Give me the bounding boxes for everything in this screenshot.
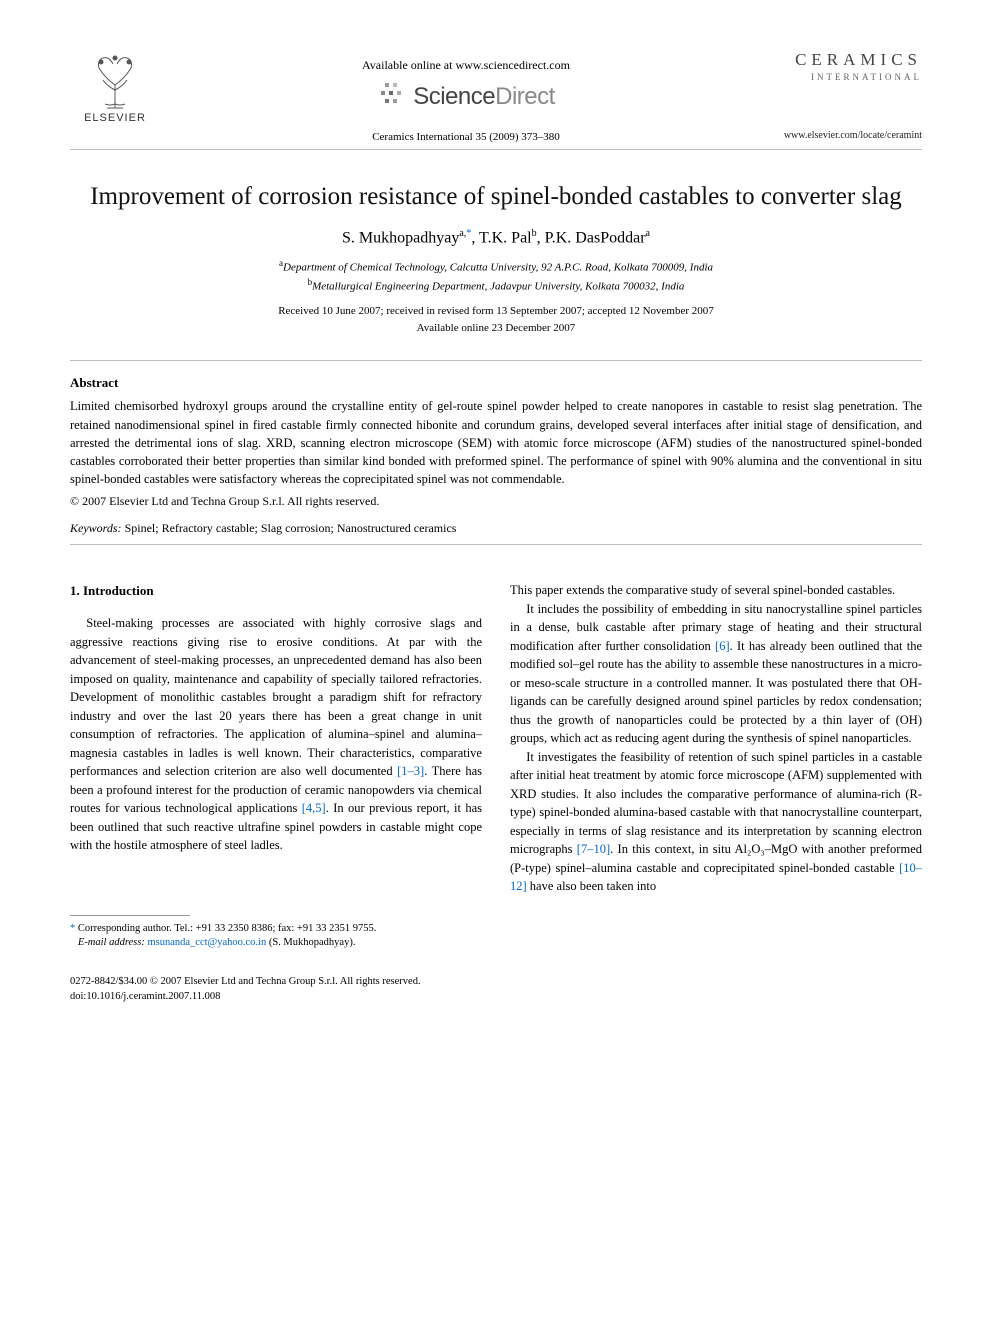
journal-logo-main: CERAMICS [772,50,922,70]
ref-link-1-3[interactable]: [1–3] [397,764,424,778]
email-tail: (S. Mukhopadhyay). [266,937,355,948]
author-2-affil: b [532,228,537,239]
sciencedirect-dots-icon [377,81,407,113]
keywords-line: Keywords: Spinel; Refractory castable; S… [70,521,922,536]
p3c: have also been taken into [527,879,656,893]
p1a: Steel-making processes are associated wi… [70,616,482,778]
footer-block: 0272-8842/$34.00 © 2007 Elsevier Ltd and… [70,975,922,1004]
affiliations: aDepartment of Chemical Technology, Calc… [70,257,922,295]
keywords-label: Keywords: [70,521,122,535]
email-label: E-mail address: [78,937,145,948]
dates-received: Received 10 June 2007; received in revis… [70,303,922,320]
corr-author-line: Corresponding author. Tel.: +91 33 2350 … [75,923,376,934]
header-rule [70,149,922,150]
article-dates: Received 10 June 2007; received in revis… [70,303,922,336]
abstract-copyright: © 2007 Elsevier Ltd and Techna Group S.r… [70,494,922,509]
affiliation-a: Department of Chemical Technology, Calcu… [283,262,713,274]
doi-line: doi:10.1016/j.ceramint.2007.11.008 [70,990,922,1005]
author-3-affil: a [646,228,650,239]
p2b: . It has already been outlined that the … [510,639,922,746]
journal-logo-sub: INTERNATIONAL [772,72,922,82]
section-1-heading: 1. Introduction [70,581,482,600]
ref-link-6[interactable]: [6] [715,639,730,653]
left-column: 1. Introduction Steel-making processes a… [70,581,482,951]
abstract-bottom-rule [70,544,922,545]
elsevier-tree-icon [85,50,145,110]
abstract-heading: Abstract [70,375,922,391]
journal-logo-block: CERAMICS INTERNATIONAL www.elsevier.com/… [772,50,922,141]
footnote-rule [70,915,190,916]
available-online-text: Available online at www.sciencedirect.co… [160,58,772,73]
publisher-name: ELSEVIER [84,112,146,124]
affiliation-b: Metallurgical Engineering Department, Ja… [312,281,684,293]
dates-online: Available online 23 December 2007 [70,320,922,337]
intro-paragraph-1: Steel-making processes are associated wi… [70,614,482,855]
article-title: Improvement of corrosion resistance of s… [70,180,922,214]
p3a: It investigates the feasibility of reten… [510,750,922,857]
locate-url: www.elsevier.com/locate/ceramint [772,130,922,141]
right-p1: This paper extends the comparative study… [510,581,922,600]
title-block: Improvement of corrosion resistance of s… [70,180,922,336]
ref-link-4-5[interactable]: [4,5] [302,801,326,815]
header-row: ELSEVIER Available online at www.science… [70,50,922,143]
sciencedirect-text: ScienceDirect [413,83,555,111]
authors-line: S. Mukhopadhyaya,*, T.K. Palb, P.K. DasP… [70,228,922,247]
center-header: Available online at www.sciencedirect.co… [160,50,772,143]
publisher-logo-block: ELSEVIER [70,50,160,124]
author-1: S. Mukhopadhyay [342,229,459,246]
abstract-top-rule [70,360,922,361]
right-p3: It investigates the feasibility of reten… [510,748,922,896]
abstract-text: Limited chemisorbed hydroxyl groups arou… [70,397,922,488]
keywords-text: Spinel; Refractory castable; Slag corros… [122,521,457,535]
right-p2: It includes the possibility of embedding… [510,600,922,748]
body-columns: 1. Introduction Steel-making processes a… [70,581,922,951]
journal-reference: Ceramics International 35 (2009) 373–380 [160,131,772,143]
issn-copyright-line: 0272-8842/$34.00 © 2007 Elsevier Ltd and… [70,975,922,990]
email-link[interactable]: msunanda_cct@yahoo.co.in [145,937,266,948]
author-2: T.K. Pal [479,229,532,246]
right-column: This paper extends the comparative study… [510,581,922,951]
author-3: P.K. DasPoddar [545,229,646,246]
ref-link-7-10[interactable]: [7–10] [577,842,610,856]
corresponding-footnote: * Corresponding author. Tel.: +91 33 235… [70,922,482,951]
corresponding-asterisk[interactable]: * [466,228,471,239]
sciencedirect-logo: ScienceDirect [377,81,555,113]
